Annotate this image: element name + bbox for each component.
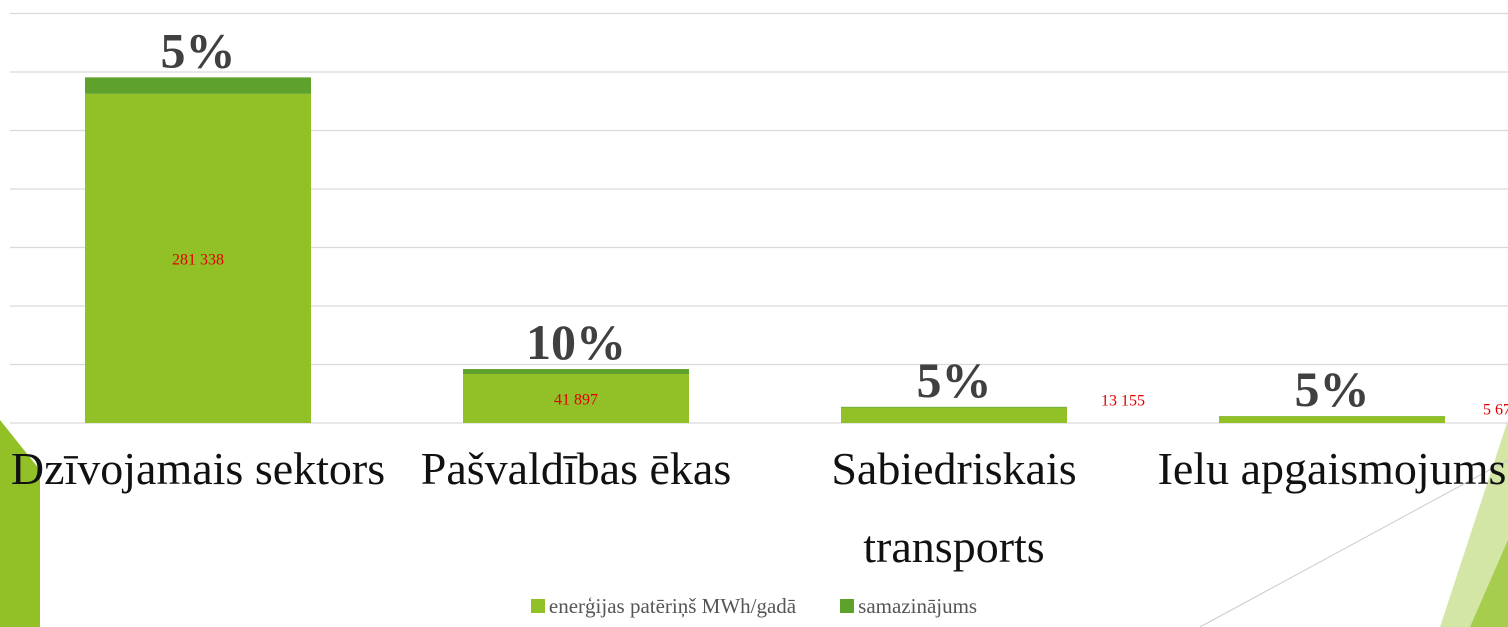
legend-item: samazinājums [840,594,977,618]
bar-segment [841,406,1067,408]
x-tick-label: Sabiedriskais transports [831,443,1077,572]
bar-segment [85,93,311,424]
bar-segment [463,369,689,374]
decoration [1440,420,1508,627]
x-tick-label: Pašvaldības ēkas [420,443,732,494]
bar-segment [85,77,311,94]
decoration [1199,459,1508,627]
x-tick-label: Ielu apgaismojums [1157,443,1507,494]
bar-segment [841,407,1067,423]
data-label: 5% [1295,361,1370,417]
legend-label: samazinājums [858,594,978,618]
data-label: 281 338 [172,251,224,268]
x-tick-label: Dzīvojamais sektors [10,443,386,494]
data-label: 5% [917,352,992,408]
bar-segment [1219,416,1445,423]
bar-segment [463,373,689,423]
data-label: 13 155 [1101,393,1145,410]
legend-item: enerģijas patēriņš MWh/gadā [530,594,797,618]
decoration [0,420,40,627]
legend-swatch [530,599,545,613]
legend-label: enerģijas patēriņš MWh/gadā [548,594,797,618]
data-label: 41 897 [554,391,598,408]
data-label: 10% [526,314,626,370]
legend-swatch [840,599,855,613]
legend: enerģijas patēriņš MWh/gadā samazinājums [0,594,1508,619]
data-label: 5% [161,22,236,78]
data-label: 5 678 [1483,401,1508,418]
